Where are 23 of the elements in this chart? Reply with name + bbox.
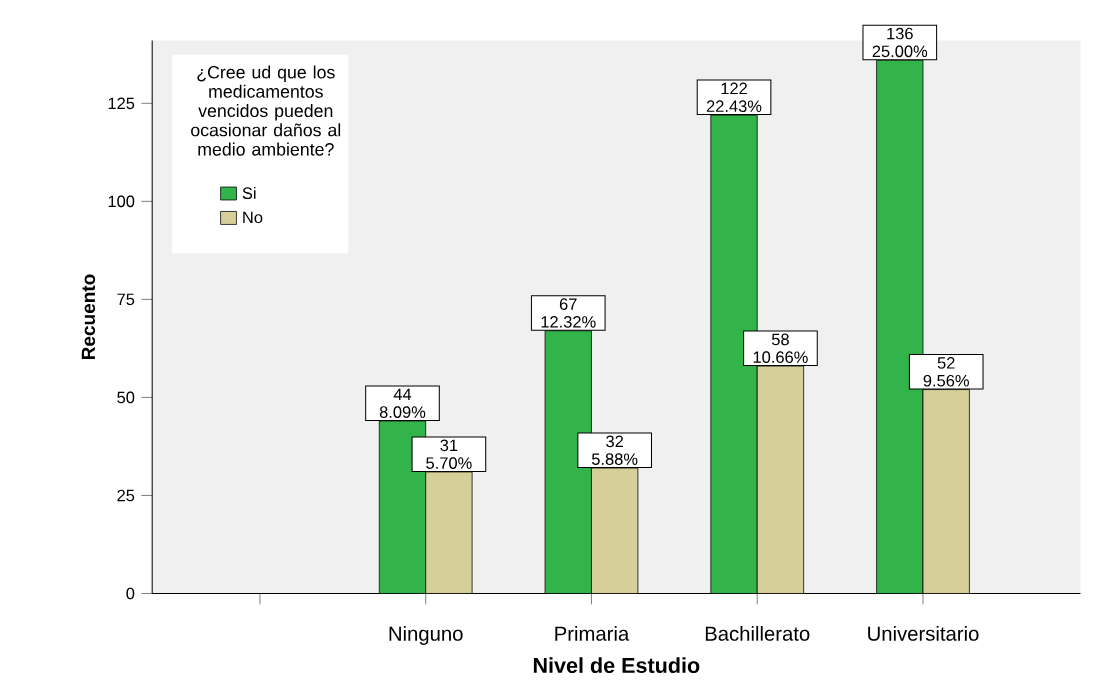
data-label: 122 22.43% [706, 82, 762, 112]
y-tick-label: 125 [108, 97, 135, 109]
x-tick-label: Primaria [555, 625, 630, 641]
x-tick-label: Bachillerato [705, 625, 810, 641]
y-tick-label: 75 [117, 293, 135, 305]
legend-label: No [243, 211, 263, 223]
data-label: 58 10.66% [753, 333, 808, 363]
y-tick-label: 25 [117, 489, 135, 502]
data-label: 31 5.70% [426, 439, 472, 469]
y-tick-label: 50 [117, 391, 135, 404]
legend-title: ¿Cree ud que los medicamentos vencidos pueden ocasionar daños al medio ambiente? [191, 65, 341, 156]
legend-label: Si [242, 186, 256, 199]
x-tick-label: Universitario [868, 625, 979, 641]
data-label: 44 8.09% [379, 388, 426, 418]
y-tick-label: 100 [108, 195, 135, 207]
data-label: 67 12.32% [541, 298, 596, 328]
data-label: 32 5.88% [591, 435, 638, 465]
data-label: 52 9.56% [923, 356, 969, 387]
x-tick-label: Ninguno [389, 625, 463, 645]
y-tick-label: 0 [126, 587, 135, 600]
data-label: 136 25.00% [872, 27, 928, 57]
x-axis-title: Nivel de Estudio [533, 656, 700, 673]
y-axis-title: Recuento [81, 274, 96, 359]
